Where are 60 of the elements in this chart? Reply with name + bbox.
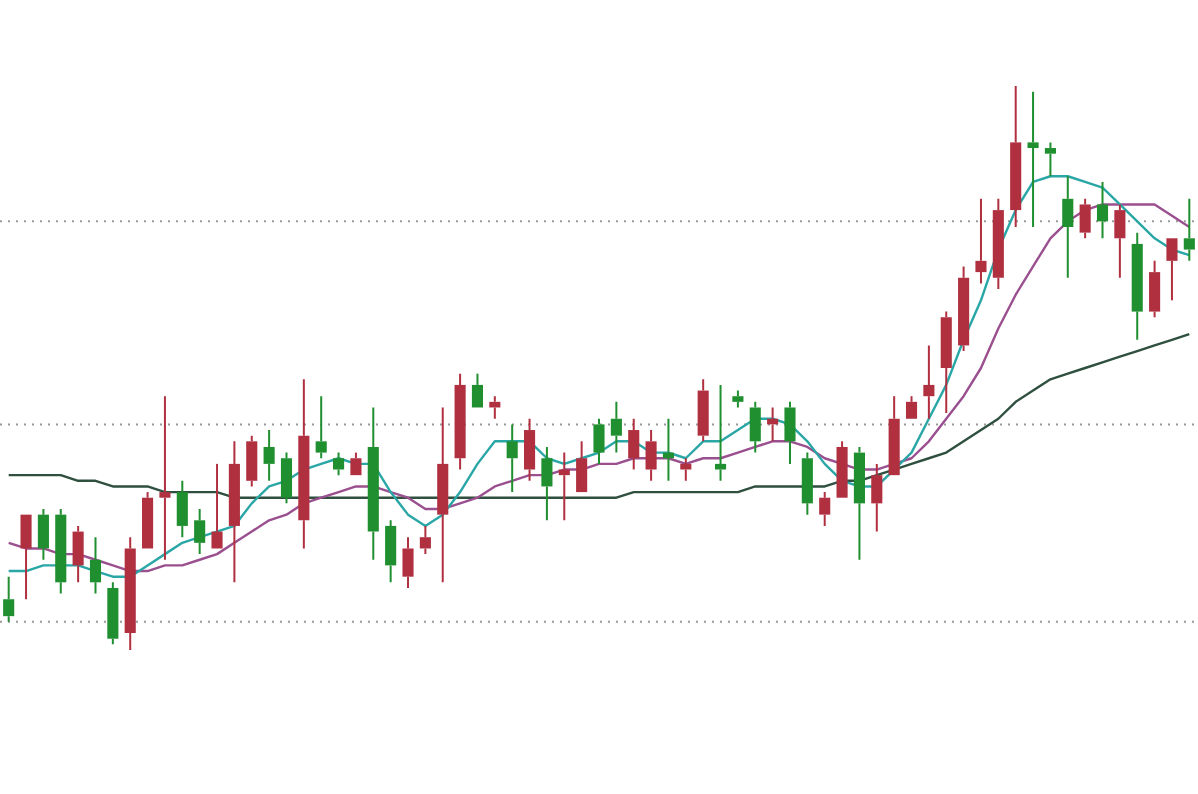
- candlestick: [992, 197, 1004, 291]
- candlestick: [784, 400, 796, 465]
- candlestick: [1183, 197, 1195, 262]
- candlestick: [1166, 238, 1178, 302]
- candlestick: [72, 524, 84, 584]
- candlestick: [576, 440, 588, 493]
- candlestick: [471, 372, 484, 408]
- candlestick: [55, 508, 67, 595]
- candlestick: [628, 417, 640, 471]
- candlestick: [1096, 180, 1109, 240]
- candlestick: [385, 519, 397, 584]
- candlestick: [228, 440, 240, 584]
- candlestick: [124, 536, 136, 651]
- candlestick: [298, 378, 310, 550]
- candlestick: [975, 197, 987, 285]
- candlestick: [367, 406, 379, 561]
- candlestick: [541, 445, 553, 522]
- candlestick: [871, 462, 883, 533]
- candlestick: [506, 423, 518, 494]
- candlestick: [263, 429, 275, 482]
- candlestick: [159, 395, 171, 561]
- candlestick: [524, 417, 536, 482]
- candlestick: [1131, 231, 1143, 341]
- candlestick: [836, 440, 848, 498]
- candlestick: [194, 508, 206, 556]
- candlestick: [419, 524, 431, 556]
- candlestick: [714, 383, 727, 482]
- candlestick: [37, 508, 49, 561]
- candlestick: [1062, 175, 1074, 279]
- candlestick: [437, 406, 449, 584]
- candlestick: [89, 536, 102, 595]
- candlestick: [142, 491, 154, 549]
- candlestick: [697, 378, 709, 443]
- candlestick: [680, 457, 692, 482]
- candlestick: [923, 344, 935, 420]
- candlestick: [107, 581, 119, 646]
- candlestick: [593, 417, 605, 465]
- candlestick: [350, 451, 362, 476]
- candlestick: [801, 451, 813, 516]
- candlestick: [645, 429, 657, 482]
- candlestick: [1027, 90, 1039, 228]
- candlestick: [905, 395, 918, 419]
- candlestick: [315, 395, 327, 460]
- candlestick: [819, 491, 831, 527]
- candlestick: [402, 536, 414, 589]
- candlestick: [1114, 203, 1126, 279]
- candlestick: [940, 310, 952, 415]
- candlestick: [211, 462, 223, 549]
- candlestick: [610, 400, 622, 454]
- candlestick: [1149, 259, 1161, 319]
- candlestick: [888, 395, 900, 476]
- candlestick: [958, 265, 970, 353]
- candlestick: [1010, 85, 1022, 228]
- candlestick: [1044, 141, 1056, 178]
- candlestick: [454, 372, 466, 471]
- candlestick: [3, 575, 15, 623]
- candlestick: [20, 514, 32, 601]
- candlestick: [853, 445, 865, 561]
- candlestick: [176, 479, 188, 539]
- candlestick: [749, 400, 761, 454]
